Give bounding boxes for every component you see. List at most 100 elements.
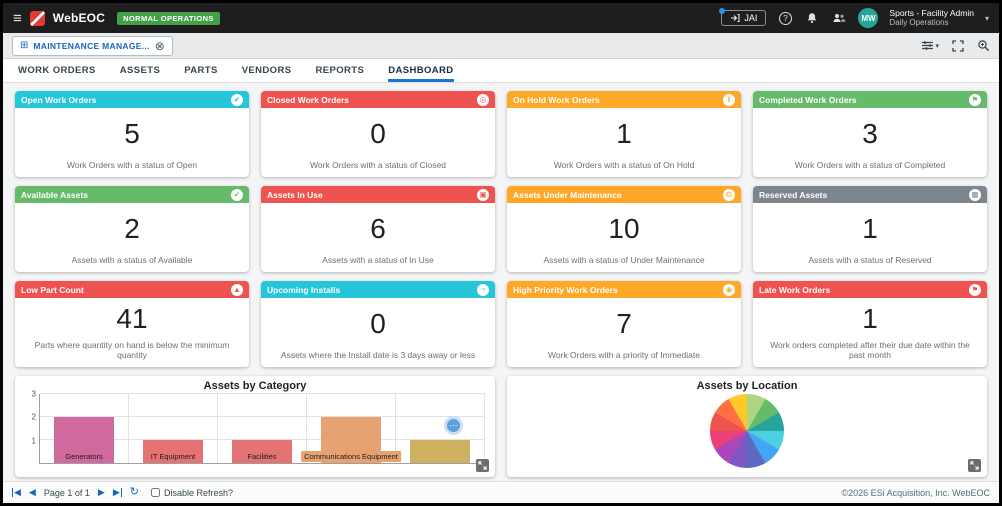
stat-title: Assets Under Maintenance xyxy=(513,189,622,200)
pie-chart[interactable] xyxy=(710,394,784,468)
stat-description: Work Orders with a status of Completed xyxy=(794,160,946,170)
copyright-text: ©2026 ESi Acquisition, Inc. WebEOC xyxy=(841,487,990,498)
expand-icon[interactable] xyxy=(968,459,981,472)
stat-value: 7 xyxy=(616,308,632,339)
charts-row: Assets by Category 1 2 3 Generators IT Equi… xyxy=(15,376,987,477)
stat-description: Assets with a status of Under Maintenanc… xyxy=(543,255,705,265)
next-page-button[interactable]: ▶ xyxy=(97,487,105,497)
disable-refresh-checkbox[interactable] xyxy=(150,488,160,497)
sign-in-icon xyxy=(731,14,740,22)
stat-description: Assets where the Install date is 3 days … xyxy=(280,350,476,360)
top-bar: ≡ WebEOC NORMAL OPERATIONS JAI ? MW Spor… xyxy=(3,3,999,33)
previous-page-button[interactable]: ◀ xyxy=(28,487,36,497)
tab-assets[interactable]: ASSETS xyxy=(119,64,161,76)
stat-title: Upcoming Installs xyxy=(267,284,341,295)
fullscreen-icon[interactable] xyxy=(952,39,964,52)
check-circle-icon: ✔ xyxy=(231,188,243,201)
stat-description: Assets with a status of Reserved xyxy=(808,255,932,265)
calendar-icon: ▦ xyxy=(969,188,981,201)
bar[interactable] xyxy=(410,440,470,463)
first-page-button[interactable]: ◀ xyxy=(12,487,21,497)
stat-value: 1 xyxy=(862,213,878,244)
y-axis-tick: 2 xyxy=(31,412,36,422)
stat-value: 3 xyxy=(862,118,878,149)
chevron-down-icon[interactable]: ▾ xyxy=(984,13,989,23)
tab-reports[interactable]: REPORTS xyxy=(315,64,365,76)
stat-card-header: Late Work Orders ⚑ xyxy=(753,281,987,298)
brand-title: WebEOC xyxy=(52,11,106,25)
board-tab-bar: ⊞ MAINTENANCE MANAGE... ⊗ ▾ xyxy=(3,33,999,59)
help-icon[interactable]: ? xyxy=(777,10,793,26)
zoom-search-icon[interactable] xyxy=(977,39,990,52)
hold-hand-icon: ‖ xyxy=(723,93,735,106)
priority-icon: ◉ xyxy=(723,283,735,296)
stat-card-open-work-orders: Open Work Orders ✔ 5 Work Orders with a … xyxy=(15,91,249,177)
users-icon[interactable] xyxy=(831,10,847,26)
stat-card-reserved-assets: Reserved Assets ▦ 1 Assets with a status… xyxy=(753,186,987,272)
expand-icon[interactable] xyxy=(476,459,489,472)
board-bar-actions: ▾ xyxy=(921,39,990,52)
assets-by-category-card: Assets by Category 1 2 3 Generators IT Equi… xyxy=(15,376,495,477)
user-subtitle: Daily Operations xyxy=(889,18,949,28)
stat-card-completed-work-orders: Completed Work Orders ⚑ 3 Work Orders wi… xyxy=(753,91,987,177)
disable-refresh-label: Disable Refresh? xyxy=(163,487,233,498)
assets-by-location-card: Assets by Location xyxy=(507,376,987,477)
tab-work-orders[interactable]: WORK ORDERS xyxy=(18,64,96,76)
stat-card-header: Completed Work Orders ⚑ xyxy=(753,91,987,108)
stat-value: 1 xyxy=(862,303,878,334)
warning-icon: ▲ xyxy=(231,283,243,296)
avatar[interactable]: MW xyxy=(858,8,879,28)
stat-card-header: Assets In Use ▣ xyxy=(261,186,495,203)
last-page-button[interactable]: ▶ xyxy=(112,487,122,497)
stat-description: Work Orders with a priority of Immediate xyxy=(548,350,700,360)
hamburger-menu-icon[interactable]: ≡ xyxy=(13,9,22,27)
y-axis-tick: 1 xyxy=(31,436,36,446)
footer-bar: ◀ ◀ Page 1 of 1 ▶ ▶ ↻ Disable Refresh? ©… xyxy=(3,481,999,503)
stat-description: Assets with a status of In Use xyxy=(322,255,434,265)
stat-card-header: Open Work Orders ✔ xyxy=(15,91,249,108)
pie-chart-title: Assets by Location xyxy=(696,380,798,392)
stat-title: On Hold Work Orders xyxy=(513,94,600,105)
stat-title: Available Assets xyxy=(21,189,88,200)
bar-chart: 1 2 3 Generators IT Equipment Facilities Comm… xyxy=(25,390,485,464)
board-view-tabs: WORK ORDERS ASSETS PARTS VENDORS REPORTS… xyxy=(3,59,999,83)
stat-description: Work orders completed after their due da… xyxy=(770,340,970,360)
stat-title: Open Work Orders xyxy=(21,94,97,105)
notifications-bell-icon[interactable] xyxy=(804,10,820,26)
stat-description: Work Orders with a status of On Hold xyxy=(553,160,695,170)
stat-value: 2 xyxy=(124,213,140,244)
bar-column: Facilities xyxy=(218,394,307,463)
stat-card-header: Low Part Count ▲ xyxy=(15,281,249,298)
dashboard-content: Open Work Orders ✔ 5 Work Orders with a … xyxy=(3,83,999,481)
jai-button[interactable]: JAI xyxy=(719,8,767,26)
wrench-icon: ⚙ xyxy=(723,188,735,201)
page-indicator: Page 1 of 1 xyxy=(43,487,90,498)
stat-card-on-hold-work-orders: On Hold Work Orders ‖ 1 Work Orders with… xyxy=(507,91,741,177)
stat-value: 0 xyxy=(370,118,386,149)
tab-vendors[interactable]: VENDORS xyxy=(241,64,292,76)
tab-parts[interactable]: PARTS xyxy=(184,64,218,76)
stat-title: Reserved Assets xyxy=(759,189,828,200)
tab-dashboard[interactable]: DASHBOARD xyxy=(388,59,454,82)
topbar-right: JAI ? MW Sports - Facility Admin Daily O… xyxy=(719,8,989,28)
bar-category-label: Generators xyxy=(62,451,106,462)
chart-scroll-button[interactable]: ⋯ xyxy=(444,416,463,435)
clock-icon: ◔ xyxy=(477,283,489,296)
board-tab-maintenance-management[interactable]: ⊞ MAINTENANCE MANAGE... ⊗ xyxy=(12,35,173,56)
bar-plot: Generators IT Equipment Facilities Communic… xyxy=(39,393,485,464)
stat-card-header: Assets Under Maintenance ⚙ xyxy=(507,186,741,203)
stat-card-low-part-count: Low Part Count ▲ 41 Parts where quantity… xyxy=(15,281,249,367)
stat-value: 10 xyxy=(608,213,640,244)
bar-yaxis: 1 2 3 xyxy=(25,390,39,464)
bar-column xyxy=(396,394,485,463)
stat-card-upcoming-installs: Upcoming Installs ◔ 0 Assets where the I… xyxy=(261,281,495,367)
view-settings-icon[interactable]: ▾ xyxy=(921,40,939,51)
bar-column: IT Equipment xyxy=(129,394,218,463)
user-block[interactable]: Sports - Facility Admin Daily Operations xyxy=(889,8,974,28)
flag-icon: ⚑ xyxy=(969,93,981,106)
stat-description: Assets with a status of Available xyxy=(71,255,193,265)
close-board-icon[interactable]: ⊗ xyxy=(154,38,165,53)
refresh-icon[interactable]: ↻ xyxy=(129,486,139,498)
stats-grid: Open Work Orders ✔ 5 Work Orders with a … xyxy=(15,91,987,367)
stat-card-header: Upcoming Installs ◔ xyxy=(261,281,495,298)
